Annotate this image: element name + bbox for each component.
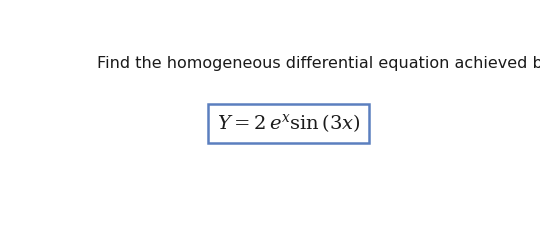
Text: Find the homogeneous differential equation achieved by the function: Find the homogeneous differential equati… (97, 56, 540, 71)
Text: $Y = 2\,e^{x}\mathrm{sin}\,(3x)$: $Y = 2\,e^{x}\mathrm{sin}\,(3x)$ (217, 112, 360, 134)
